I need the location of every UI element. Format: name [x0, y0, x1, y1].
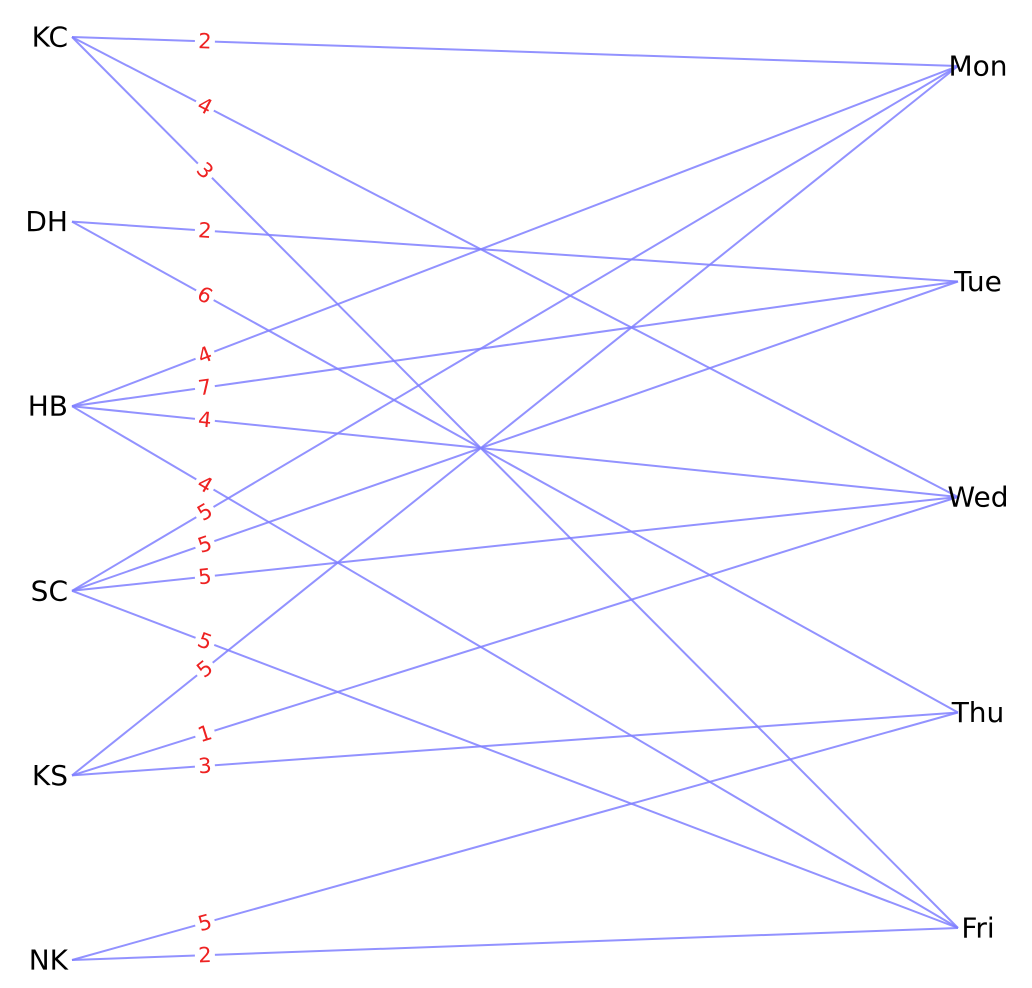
edge-weight-label: 3 [197, 754, 212, 779]
edge-nk-fri [71, 927, 959, 961]
node-label-dh: DH [25, 205, 68, 238]
edge-weight-label-background [192, 908, 218, 938]
edge-weight-label-background [191, 719, 219, 749]
node-label-mon: Mon [948, 50, 1007, 83]
edge-weight-label-background [190, 496, 220, 528]
edge-weight-label-background [190, 469, 220, 500]
edge-ks-wed [71, 496, 959, 777]
edge-kc-wed [71, 36, 959, 498]
edge-weight-label-background [193, 406, 217, 433]
edge-weight-label-group: 5 [191, 529, 219, 560]
edge-hb-fri [71, 405, 959, 929]
edge-nk-thu [71, 711, 959, 961]
edge-weight-label-group: 5 [191, 626, 219, 657]
edge-weight-label-group: 5 [192, 908, 218, 938]
node-label-kc: KC [32, 21, 68, 54]
edge-weight-label-group: 1 [191, 719, 219, 749]
node-label-sc: SC [31, 574, 68, 607]
edge-sc-tue [71, 280, 959, 592]
edges-layer [71, 36, 959, 961]
edge-weight-label-background [191, 626, 219, 657]
edge-weight-label: 4 [197, 407, 213, 432]
edge-weight-label: 2 [197, 218, 212, 243]
edge-sc-fri [71, 589, 959, 929]
edge-weight-label-background [189, 653, 221, 685]
edge-weight-label-group: 6 [190, 279, 220, 311]
edge-ks-thu [71, 711, 959, 777]
edge-hb-tue [71, 280, 959, 408]
node-label-tue: Tue [953, 265, 1002, 298]
node-label-hb: HB [28, 390, 68, 423]
edge-weight-label-group: 5 [189, 653, 221, 685]
edge-hb-wed [71, 405, 959, 498]
edge-weight-label-background [194, 942, 216, 968]
edge-weight-label-group: 4 [193, 406, 217, 433]
edge-weight-label-group: 2 [194, 217, 216, 244]
edge-weight-label-group: 4 [190, 469, 220, 500]
edge-weight-label-group: 2 [194, 942, 216, 968]
edge-weight-label: 5 [195, 910, 214, 937]
edge-weight-label-background [194, 753, 216, 779]
edge-weight-label-group: 3 [194, 753, 216, 779]
edge-weight-label: 7 [197, 375, 214, 401]
edge-weight-label: 5 [197, 564, 213, 589]
edge-weight-label-background [190, 279, 220, 311]
edge-kc-mon [71, 36, 959, 67]
edge-weight-label-group: 4 [190, 90, 220, 122]
edge-dh-thu [71, 220, 959, 714]
edge-weight-label-group: 2 [194, 29, 216, 54]
edge-weight-label-group: 7 [193, 374, 217, 401]
node-label-thu: Thu [951, 696, 1005, 729]
node-label-fri: Fri [961, 912, 994, 945]
edge-weight-label-group: 4 [191, 340, 219, 370]
edge-dh-tue [71, 220, 959, 283]
edge-sc-mon [71, 65, 959, 592]
edge-weight-label-background [193, 374, 217, 401]
node-label-wed: Wed [947, 481, 1008, 514]
edge-weight-label: 2 [198, 943, 212, 967]
node-labels-layer: KC DH HB SC KS NK Mon Tue Wed Thu Fri [25, 21, 1008, 977]
edge-weight-label-background [193, 563, 217, 590]
edge-weight-label-background [191, 529, 219, 560]
edge-sc-wed [71, 496, 959, 592]
edge-weight-label-group: 5 [190, 496, 220, 528]
edge-weight-label-background [190, 90, 220, 122]
edge-weight-label-background [194, 29, 216, 54]
edge-kc-fri [71, 36, 959, 929]
node-label-nk: NK [29, 944, 69, 977]
edge-weight-label-background [194, 217, 216, 244]
edge-ks-mon [71, 65, 959, 777]
edge-weight-label-background [191, 340, 219, 370]
edge-weight-label: 2 [198, 29, 212, 53]
edge-hb-mon [71, 65, 959, 408]
edge-weight-label-background [189, 155, 221, 187]
node-label-ks: KS [32, 759, 68, 792]
edge-weight-label-group: 5 [193, 563, 217, 590]
